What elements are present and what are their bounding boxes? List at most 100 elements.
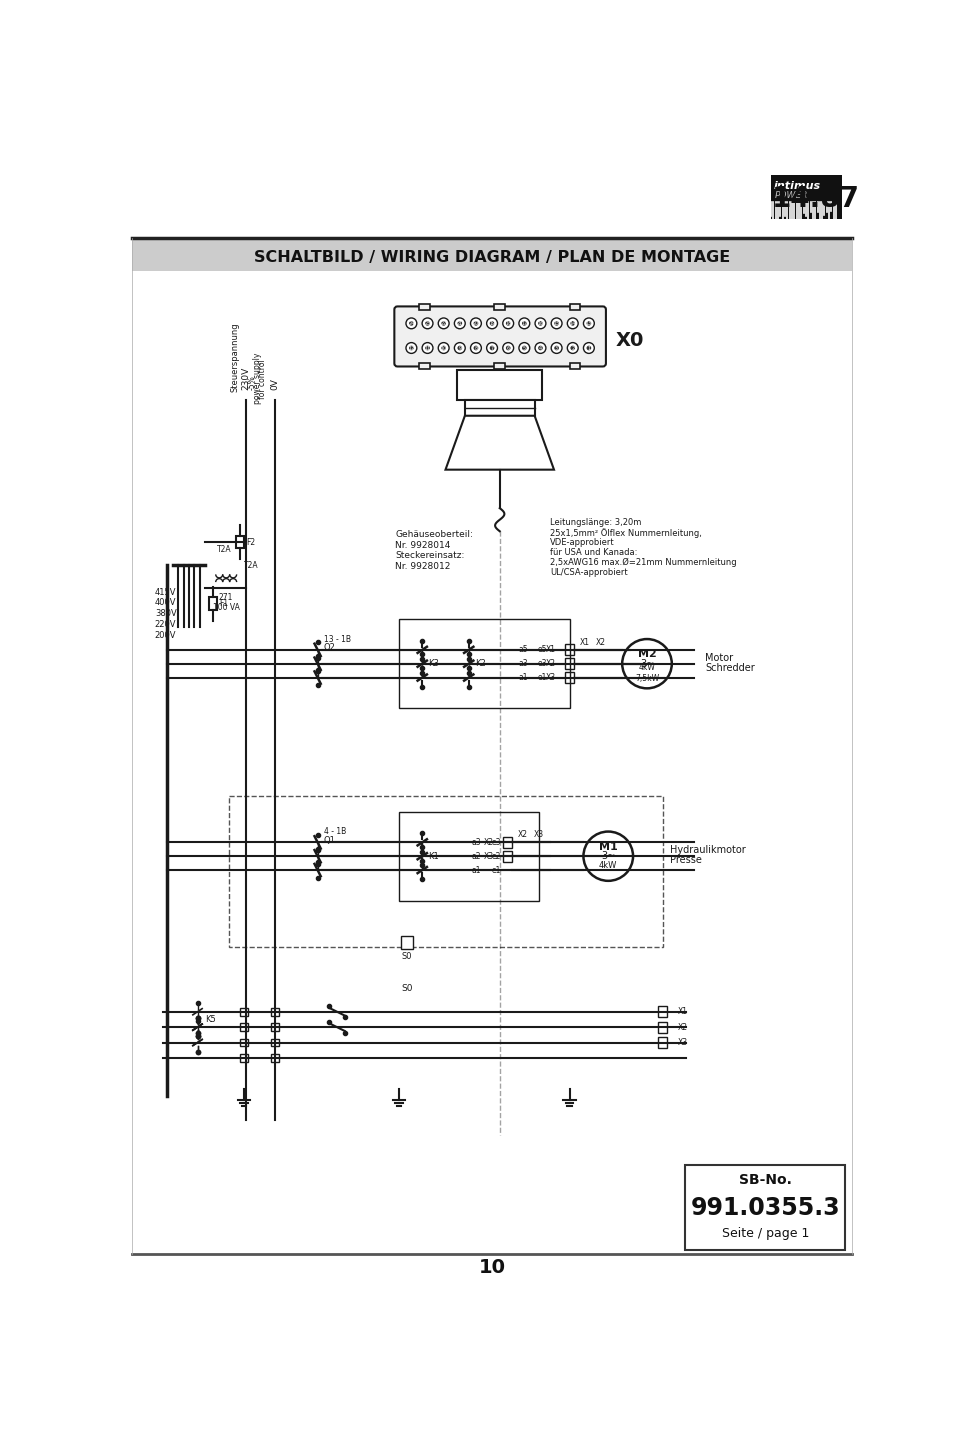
Text: 22: 22 [441,320,446,326]
Text: 3: 3 [555,345,558,351]
Text: 1: 1 [588,345,590,351]
Circle shape [554,346,559,351]
Text: e3: e3 [492,838,500,846]
Bar [494,305,505,310]
Circle shape [473,346,478,351]
Text: Steckereinsatz:: Steckereinsatz: [396,552,465,560]
Bar [658,1022,667,1033]
Text: a3: a3 [518,660,528,668]
Circle shape [570,346,575,351]
Bar [569,305,581,310]
Text: Nr. 9928012: Nr. 9928012 [396,562,450,570]
Text: 7: 7 [491,345,493,351]
Text: X3: X3 [484,852,493,861]
Bar [569,362,581,369]
Text: X3: X3 [545,673,556,683]
Text: power supply: power supply [253,354,262,404]
Bar [564,658,574,670]
Text: 230V: 230V [241,366,250,389]
Text: 271
100 VA: 271 100 VA [213,593,240,612]
Text: a1: a1 [518,673,528,683]
Polygon shape [445,415,554,470]
Circle shape [422,318,433,329]
Text: X1: X1 [580,638,590,647]
Circle shape [587,346,591,351]
Text: SB-No.: SB-No. [739,1173,792,1187]
Circle shape [522,346,527,351]
Circle shape [503,342,514,354]
Circle shape [570,320,575,326]
Text: M1: M1 [599,842,617,852]
Text: M2: M2 [637,650,657,660]
Bar [240,1023,248,1030]
Text: 21: 21 [457,320,463,326]
Circle shape [409,346,414,351]
Circle shape [567,318,578,329]
Circle shape [442,320,446,326]
Text: X2: X2 [545,660,556,668]
Text: POWER: POWER [775,191,808,200]
Text: 220V: 220V [155,619,177,629]
Text: Motor: Motor [706,652,733,662]
Circle shape [584,342,594,354]
Text: 380V: 380V [155,609,177,618]
Text: for control: for control [258,359,267,398]
Circle shape [473,320,478,326]
Circle shape [506,320,511,326]
Text: 24: 24 [408,320,415,326]
Text: S0: S0 [401,951,412,961]
Bar [240,1007,248,1016]
Text: Schredder: Schredder [706,662,755,673]
Text: a2: a2 [471,852,481,861]
Circle shape [454,318,466,329]
Bar [271,1039,278,1046]
Text: Presse: Presse [670,855,702,865]
Text: 400V: 400V [155,598,177,608]
Text: T2A: T2A [217,545,231,555]
Text: S0: S0 [401,984,413,993]
Circle shape [442,346,446,351]
Text: X3: X3 [678,1038,688,1048]
Text: X1: X1 [545,645,556,654]
Bar [228,796,662,947]
Circle shape [406,342,417,354]
Text: 12: 12 [408,345,415,351]
Circle shape [470,342,481,354]
Text: 3~: 3~ [601,851,615,861]
Circle shape [554,320,559,326]
Text: X0: X0 [616,331,644,349]
Bar [503,851,512,862]
Circle shape [587,320,591,326]
Text: K2: K2 [475,660,486,668]
Bar [400,937,413,948]
Text: X2: X2 [678,1023,688,1032]
Text: Seite / page 1: Seite / page 1 [722,1227,809,1240]
Bar [236,536,244,547]
Bar [494,362,505,369]
Text: e1: e1 [492,865,500,875]
Text: a1: a1 [471,865,481,875]
Text: 4: 4 [539,345,542,351]
Text: 8: 8 [474,345,477,351]
FancyBboxPatch shape [685,1165,846,1250]
Text: UL/CSA-approbiert: UL/CSA-approbiert [550,569,628,578]
Text: VDE-approbiert: VDE-approbiert [550,539,614,547]
Text: T2A: T2A [244,560,258,569]
Circle shape [487,342,497,354]
Circle shape [535,318,546,329]
Text: 15: 15 [554,320,560,326]
Text: 16: 16 [538,320,543,326]
Bar [399,812,539,901]
Text: 10: 10 [441,345,446,351]
Text: 13: 13 [586,320,592,326]
Circle shape [422,342,433,354]
Bar [271,1055,278,1062]
Text: 25x1,5mm² Ölflex Nummernleitung,: 25x1,5mm² Ölflex Nummernleitung, [550,527,702,537]
Circle shape [458,346,462,351]
Circle shape [506,346,511,351]
Text: 13 - 1B: 13 - 1B [324,635,350,644]
Text: X2: X2 [518,831,528,839]
Bar [132,240,852,272]
Text: F1: F1 [219,599,228,608]
Bar [209,598,217,609]
